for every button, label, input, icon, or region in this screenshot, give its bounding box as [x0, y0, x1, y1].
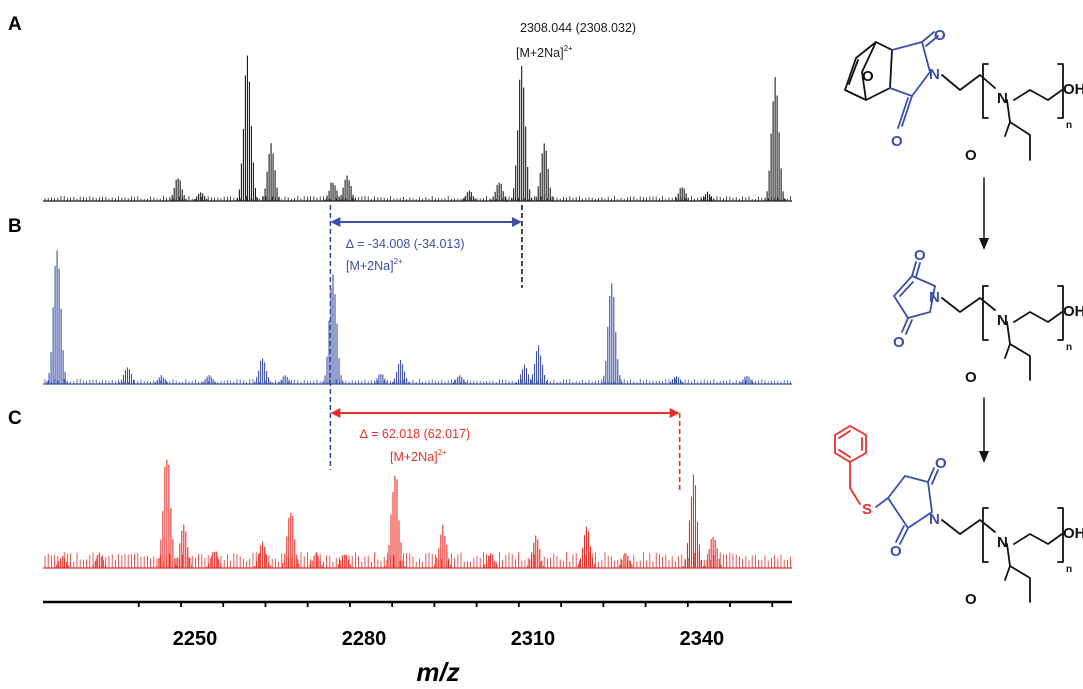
chem-structure-thiol-adduct	[834, 425, 1064, 603]
annotation-b-value: ∆ = -34.008 (-34.013)	[346, 237, 464, 251]
chem-atom-n: N	[929, 511, 940, 528]
peak-cluster	[700, 191, 715, 201]
chem-atom-o: O	[893, 334, 905, 351]
peak-cluster	[92, 552, 106, 568]
x-tick-label: 2250	[173, 628, 218, 650]
peak-cluster	[484, 553, 498, 568]
peak-cluster	[374, 373, 388, 384]
reaction-arrow-2	[979, 397, 989, 463]
chem-atom-oh: OH	[1063, 81, 1083, 98]
x-tick-label: 2280	[342, 628, 387, 650]
x-axis-title: m/z	[416, 657, 459, 687]
peak-cluster	[324, 182, 342, 201]
peak-cluster	[154, 375, 168, 384]
x-axis	[43, 600, 792, 607]
peak-cluster	[577, 526, 595, 568]
annotation-b-ion: [M+2Na]2+	[346, 257, 403, 273]
peak-cluster	[675, 187, 689, 201]
chem-structures: O O O N N O OH n O O N N	[834, 27, 1083, 608]
peak-cluster	[46, 250, 68, 384]
peak-cluster	[309, 552, 323, 568]
peak-cluster	[254, 541, 272, 568]
peak-cluster	[619, 553, 633, 568]
peak-cluster	[202, 375, 216, 384]
peak-cluster	[392, 359, 410, 384]
chem-atom-o: O	[891, 133, 903, 150]
chem-atom-o: O	[965, 369, 977, 386]
peak-cluster	[764, 77, 786, 201]
chem-atom-oh: OH	[1063, 525, 1083, 542]
chem-atom-n: N	[997, 90, 1008, 107]
chem-structure-maleimide	[893, 261, 1064, 381]
chem-structure-protected	[844, 31, 1064, 161]
annotation-c-ion: [M+2Na]2+	[390, 448, 447, 464]
chem-atom-s: S	[862, 501, 872, 518]
annotation-a-ion: [M+2Na]2+	[516, 44, 573, 60]
peak-cluster	[704, 536, 722, 568]
peak-cluster	[490, 182, 508, 201]
peak-cluster	[515, 364, 534, 384]
peak-cluster	[322, 274, 344, 384]
peak-cluster	[118, 367, 135, 384]
chem-repeat-n: n	[1066, 342, 1072, 353]
annotation-a-value: 2308.044 (2308.032)	[520, 21, 636, 35]
peak-cluster	[740, 375, 754, 384]
peak-cluster	[338, 175, 356, 201]
chem-atom-n: N	[929, 66, 940, 83]
spectrum-c	[43, 459, 792, 569]
x-tick-label: 2310	[511, 628, 556, 650]
peak-cluster	[530, 345, 548, 384]
chem-atom-n: N	[997, 312, 1008, 329]
chem-atom-o: O	[862, 68, 874, 85]
peak-cluster	[453, 375, 467, 384]
peak-cluster	[156, 459, 178, 568]
peak-cluster	[56, 556, 70, 568]
peak-cluster	[434, 524, 452, 568]
delta-arrow-c	[330, 408, 680, 418]
peak-cluster	[682, 474, 704, 568]
peak-cluster	[278, 375, 292, 384]
peak-cluster	[462, 190, 476, 201]
annotation-b: ∆ = -34.008 (-34.013) [M+2Na]2+	[346, 237, 464, 273]
peak-cluster	[511, 65, 533, 201]
peak-cluster	[206, 551, 222, 568]
chem-atom-o: O	[914, 247, 926, 264]
annotation-c: ∆ = 62.018 (62.017) [M+2Na]2+	[360, 427, 470, 464]
peak-cluster	[601, 283, 623, 384]
peak-cluster	[384, 475, 406, 568]
peak-cluster	[262, 143, 280, 201]
chem-repeat-n: n	[1066, 564, 1072, 575]
peak-cluster	[282, 512, 300, 568]
annotation-c-value: ∆ = 62.018 (62.017)	[360, 427, 470, 441]
reaction-arrow-1	[979, 177, 989, 250]
annotation-a: 2308.044 (2308.032) [M+2Na]2+	[516, 21, 636, 60]
peak-cluster	[535, 143, 553, 201]
chem-atom-oh: OH	[1063, 303, 1083, 320]
panel-label-a: A	[8, 14, 22, 35]
chem-atom-o: O	[965, 591, 977, 608]
x-tick-label: 2340	[680, 628, 725, 650]
chem-atom-n: N	[997, 534, 1008, 551]
delta-markers	[329, 205, 681, 490]
peak-cluster	[194, 192, 208, 201]
peak-cluster	[670, 376, 684, 384]
peak-cluster	[175, 524, 193, 568]
chem-atom-o: O	[935, 455, 947, 472]
peak-cluster	[527, 535, 545, 568]
chem-repeat-n: n	[1066, 120, 1072, 131]
chem-atom-o: O	[890, 543, 902, 560]
peak-cluster	[254, 358, 272, 384]
delta-arrow-b	[330, 217, 522, 227]
peak-cluster	[337, 554, 351, 568]
chem-atom-o: O	[965, 147, 977, 164]
peak-cluster	[169, 178, 187, 201]
spectrum-b	[43, 250, 792, 385]
panel-label-b: B	[8, 216, 22, 237]
peak-cluster	[236, 55, 258, 201]
chem-atom-n: N	[929, 289, 940, 306]
spectrum-a	[43, 55, 792, 202]
panel-label-c: C	[8, 408, 22, 429]
chem-atom-o: O	[934, 27, 946, 44]
